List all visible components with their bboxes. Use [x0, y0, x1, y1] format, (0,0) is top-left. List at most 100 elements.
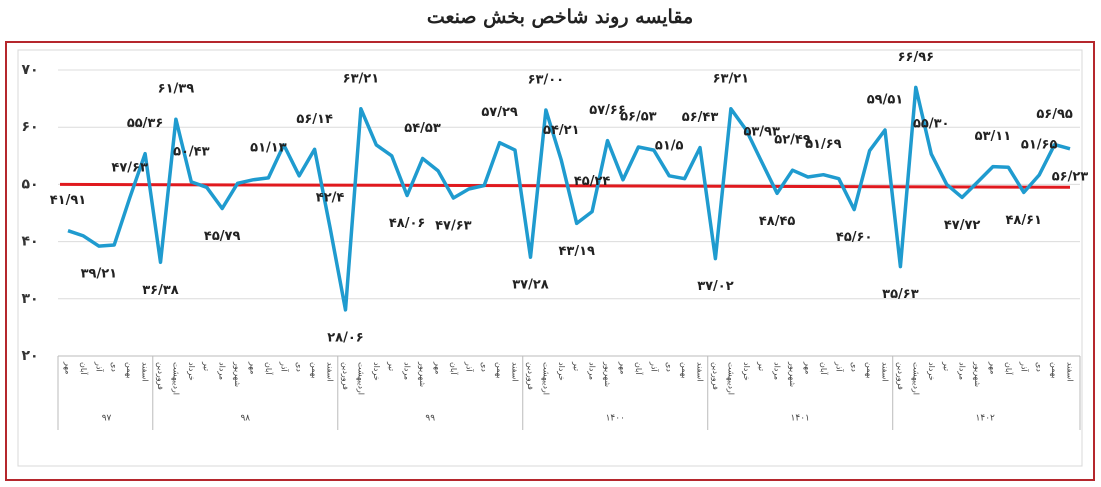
x-tick-label: اردیبهشت: [541, 362, 550, 395]
x-tick-label: اسفند: [511, 362, 520, 382]
data-label: ۵۱/۶۵: [1021, 137, 1058, 152]
x-tick-label: آبان: [634, 362, 644, 376]
data-label: ۳۶/۳۸: [142, 283, 179, 298]
x-tick-label: تیر: [387, 361, 396, 371]
x-tick-label: دی: [1035, 362, 1044, 372]
x-tick-label: فروردین: [526, 362, 535, 390]
x-tick-label: مرداد: [218, 362, 227, 380]
data-label: ۵۳/۱۱: [975, 129, 1012, 144]
data-label: ۵۶/۹۵: [1036, 107, 1073, 122]
chart-title: مقایسه روند شاخص بخش صنعت: [427, 6, 693, 28]
data-label: ۶۳/۲۱: [343, 71, 380, 86]
x-tick-label: فروردین: [341, 362, 350, 390]
data-label: ۵۴/۵۳: [404, 121, 441, 136]
data-label: ۶۳/۲۱: [713, 71, 750, 86]
x-tick-label: مهر: [803, 361, 812, 374]
series-line: [67, 85, 1071, 312]
x-tick-label: اسفند: [881, 362, 890, 382]
x-tick-label: مرداد: [958, 362, 967, 380]
x-tick-label: اسفند: [326, 362, 335, 382]
data-label: ۴۲/۴: [316, 190, 345, 205]
x-tick-label: آذر: [1019, 361, 1029, 372]
y-tick-label: ۷۰: [21, 62, 38, 78]
x-tick-label: فروردین: [711, 362, 720, 390]
x-tick-label: بهمن: [865, 362, 874, 379]
data-label: ۵۵/۳۶: [127, 116, 164, 131]
data-label: ۶۳/۰۰: [528, 73, 565, 88]
data-label: ۵۶/۱۴: [296, 112, 333, 127]
x-tick-label: اسفند: [696, 362, 705, 382]
x-tick-label: مرداد: [773, 362, 782, 380]
y-tick-label: ۳۰: [21, 291, 38, 307]
x-tick-label: دی: [480, 362, 489, 372]
inner-frame: [17, 49, 1083, 467]
x-tick-label: فروردین: [156, 362, 165, 390]
x-tick-label: خرداد: [927, 362, 936, 381]
data-label: ۵۰/۴۳: [173, 144, 210, 159]
x-tick-label: اردیبهشت: [726, 362, 735, 395]
x-tick-label: فروردین: [896, 362, 905, 390]
x-tick-label: آبان: [264, 362, 274, 376]
data-label: ۴۵/۲۴: [574, 174, 611, 189]
x-tick-label: بهمن: [310, 362, 319, 379]
data-label: ۳۷/۲۸: [512, 278, 549, 293]
x-tick-label: دی: [665, 362, 674, 372]
data-label: ۳۹/۲۱: [81, 267, 118, 282]
x-tick-label: بهمن: [495, 362, 504, 379]
x-tick-label: بهمن: [1050, 362, 1059, 379]
x-tick-label: شهریور: [788, 361, 797, 387]
data-label: ۵۴/۲۱: [543, 123, 580, 138]
year-label: ۹۹: [425, 414, 435, 424]
x-tick-label: مرداد: [588, 362, 597, 380]
data-label: ۴۷/۶۳: [435, 218, 472, 233]
data-label: ۶۶/۹۶: [898, 50, 935, 65]
reference-line: [59, 182, 1071, 189]
y-tick-label: ۴۰: [21, 234, 38, 250]
x-tick-label: آذر: [279, 361, 289, 372]
year-label: ۱۴۰۱: [791, 414, 810, 424]
x-tick-label: اسفند: [1066, 362, 1075, 382]
data-label: ۵۹/۵۱: [867, 93, 904, 108]
data-label: ۶۱/۳۹: [158, 82, 195, 97]
x-tick-label: مهر: [248, 361, 257, 374]
x-tick-label: شهریور: [233, 361, 242, 387]
x-tick-label: بهمن: [680, 362, 689, 379]
data-label: ۴۳/۱۹: [558, 244, 595, 259]
x-tick-label: مهر: [64, 361, 73, 374]
x-tick-label: شهریور: [418, 361, 427, 387]
data-label: ۵۷/۲۹: [481, 105, 518, 120]
data-label: ۵۱/۵: [655, 138, 684, 153]
data-label: ۵۱/۶۹: [805, 137, 842, 152]
data-label: ۵۶/۲۳: [1052, 169, 1089, 184]
data-label: ۴۱/۹۱: [50, 193, 87, 208]
x-tick-label: مهر: [433, 361, 442, 374]
x-tick-label: خرداد: [557, 362, 566, 381]
year-label: ۹۷: [102, 414, 112, 424]
x-tick-label: خرداد: [187, 362, 196, 381]
x-tick-label: آبان: [1004, 362, 1014, 376]
x-tick-label: خرداد: [742, 362, 751, 381]
x-tick-label: خرداد: [372, 362, 381, 381]
x-tick-label: دی: [850, 362, 859, 372]
x-tick-label: آذر: [464, 361, 474, 372]
data-label: ۴۸/۰۶: [389, 216, 426, 231]
data-label: ۵۷/۶۶: [589, 103, 626, 118]
y-tick-label: ۶۰: [21, 119, 38, 135]
x-tick-label: شهریور: [603, 361, 612, 387]
x-tick-label: اسفند: [141, 362, 150, 382]
x-tick-label: شهریور: [973, 361, 982, 387]
data-label: ۴۷/۷۲: [944, 218, 981, 233]
x-tick-label: مرداد: [403, 362, 412, 380]
data-label: ۵۱/۱۳: [250, 140, 287, 155]
data-label: ۴۷/۶۳: [111, 160, 148, 175]
data-label: ۴۸/۴۵: [759, 214, 796, 229]
data-label: ۴۵/۷۹: [204, 229, 241, 244]
data-label: ۲۸/۰۶: [327, 330, 364, 345]
x-tick-label: تیر: [572, 361, 581, 371]
y-tick-label: ۵۰: [21, 176, 38, 192]
x-tick-label: تیر: [942, 361, 951, 371]
x-tick-label: دی: [110, 362, 119, 372]
x-tick-label: آذر: [649, 361, 659, 372]
data-label: ۵۳/۹۳: [743, 124, 780, 139]
